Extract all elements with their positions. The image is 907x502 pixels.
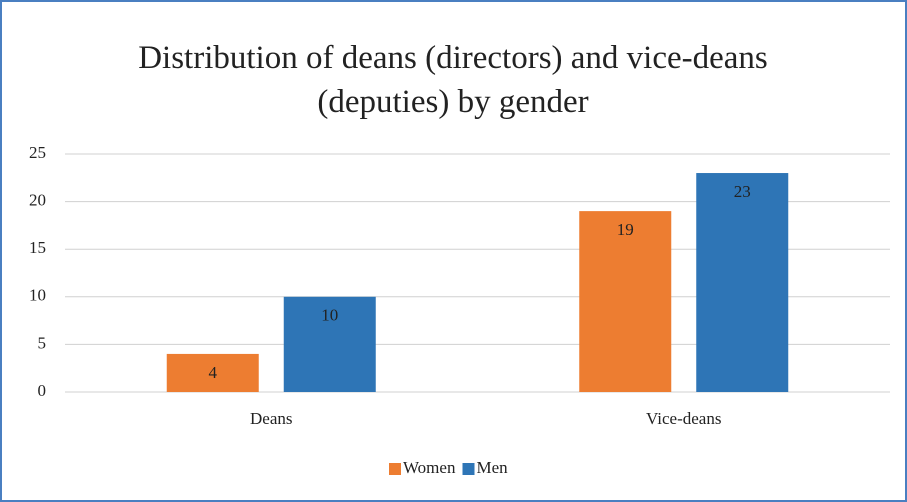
y-tick-label: 15: [29, 238, 46, 257]
legend-swatch: [389, 463, 401, 475]
y-tick-label: 25: [29, 143, 46, 162]
legend-label: Men: [477, 458, 509, 477]
y-tick-label: 0: [38, 381, 47, 400]
value-label: 10: [321, 306, 338, 325]
x-tick-label: Deans: [250, 409, 292, 428]
y-tick-label: 10: [29, 286, 46, 305]
bar: [166, 353, 259, 392]
y-tick-label: 20: [29, 191, 46, 210]
legend-swatch: [462, 463, 475, 475]
y-tick-label: 5: [38, 333, 47, 352]
x-tick-label: Vice-deans: [646, 409, 721, 428]
value-label: 4: [209, 363, 218, 382]
value-label: 19: [617, 220, 634, 239]
bar: [696, 173, 789, 392]
legend-label: Women: [403, 458, 456, 477]
bar: [283, 296, 376, 392]
value-label: 23: [734, 182, 751, 201]
chart-title: Distribution of deans (directors) and vi…: [138, 40, 768, 120]
bar: [579, 211, 672, 392]
